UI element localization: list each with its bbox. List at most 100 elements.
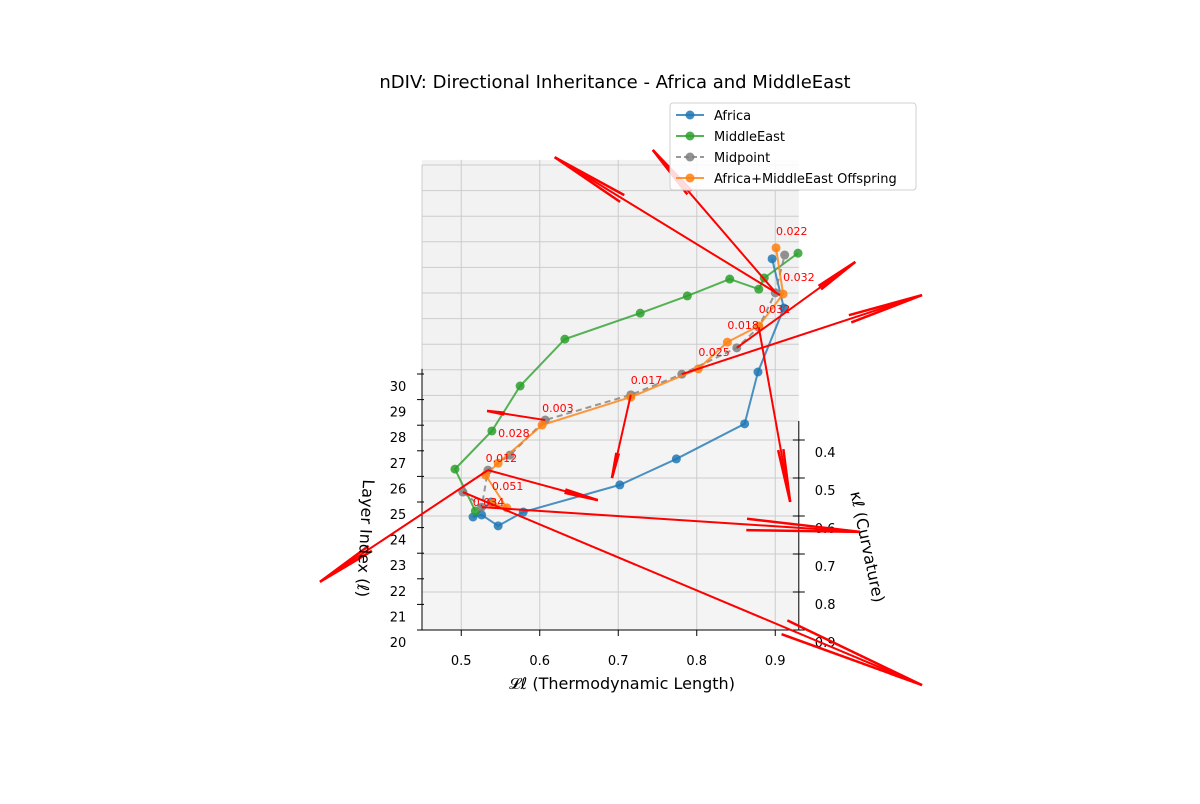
divergence-label: 0.022 xyxy=(776,225,808,238)
legend-label: Midpoint xyxy=(714,151,770,166)
legend-item: Africa+MiddleEast Offspring xyxy=(676,172,897,187)
arrow-head xyxy=(554,156,625,197)
arrow-head xyxy=(319,544,370,583)
arrow-head xyxy=(553,156,621,203)
z-axis-label: Layer Index (ℓ) xyxy=(353,479,378,598)
arrow xyxy=(462,491,923,687)
data-point xyxy=(754,284,764,294)
data-point xyxy=(682,291,692,301)
divergence-label: 0.032 xyxy=(759,303,791,316)
legend-label: Africa+MiddleEast Offspring xyxy=(714,172,897,187)
y-tick-label: 0.5 xyxy=(815,484,836,499)
x-tick-label: 0.5 xyxy=(451,654,472,669)
chart-title: nDIV: Directional Inheritance - Africa a… xyxy=(379,72,850,93)
data-point xyxy=(487,426,497,436)
arrow-head xyxy=(820,260,857,291)
divergence-label: 0.018 xyxy=(727,319,759,332)
z-tick-label: 20 xyxy=(390,636,407,651)
divergence-label: 0.034 xyxy=(473,496,505,509)
z-tick-label: 28 xyxy=(390,431,407,446)
data-point xyxy=(725,274,735,284)
data-point xyxy=(635,308,645,318)
data-point xyxy=(722,337,732,347)
arrow xyxy=(681,293,923,376)
data-point xyxy=(615,480,625,490)
arrow-shaft xyxy=(681,294,923,376)
arrow-head xyxy=(781,632,923,687)
data-point xyxy=(740,419,750,429)
legend-marker xyxy=(685,152,695,162)
z-tick-label: 27 xyxy=(390,457,407,472)
arrow-head xyxy=(776,449,792,503)
divergence-label: 0.051 xyxy=(492,480,524,493)
x-tick-label: 0.8 xyxy=(686,654,707,669)
series-africa xyxy=(468,254,789,531)
legend-item: Africa xyxy=(676,109,751,124)
arrow xyxy=(757,326,792,503)
data-point xyxy=(779,303,789,313)
arrow xyxy=(319,469,489,583)
arrow-head xyxy=(564,491,599,502)
z-tick-label: 23 xyxy=(390,559,407,574)
divergence-label: 0.003 xyxy=(542,402,574,415)
z-tick-label: 25 xyxy=(390,508,407,523)
data-series xyxy=(450,243,803,531)
x-tick-label: 0.7 xyxy=(608,654,629,669)
y-axis-label: κℓ (Curvature) xyxy=(846,489,888,604)
z-tick-label: 24 xyxy=(390,534,407,549)
arrow-shaft xyxy=(757,326,792,503)
legend-item: MiddleEast xyxy=(676,130,785,145)
arrow-head xyxy=(850,293,923,324)
arrow-head xyxy=(610,452,618,479)
axes-panes xyxy=(422,159,799,630)
x-tick-label: 0.9 xyxy=(765,654,786,669)
divergence-label: 0.032 xyxy=(783,271,815,284)
data-point xyxy=(493,521,503,531)
data-point xyxy=(771,243,781,253)
legend: Africa MiddleEast Midpoint Africa+MiddleEas… xyxy=(669,102,917,191)
data-point xyxy=(778,289,788,299)
arrow-head xyxy=(746,528,861,534)
data-point xyxy=(515,381,525,391)
arrow-head xyxy=(848,293,923,317)
data-point xyxy=(780,250,790,260)
arrow-shaft xyxy=(319,469,489,583)
y-tick-label: 0.8 xyxy=(815,598,836,613)
legend-marker xyxy=(685,110,695,120)
z-tick-label: 22 xyxy=(390,585,407,600)
z-tick-label: 30 xyxy=(390,380,407,395)
arrow-head xyxy=(746,517,861,534)
data-point xyxy=(753,367,763,377)
y-tick-label: 0.4 xyxy=(815,446,836,461)
z-tick-label: 26 xyxy=(390,482,407,497)
series-middleeast xyxy=(450,248,803,516)
data-point xyxy=(793,248,803,258)
data-point xyxy=(493,458,503,468)
divergence-label: 0.028 xyxy=(498,427,530,440)
legend-label: Africa xyxy=(714,109,751,124)
z-tick-label: 21 xyxy=(390,610,407,625)
legend-marker xyxy=(685,131,695,141)
arrow xyxy=(553,156,781,296)
x-axis-label: 𝓛ℓ (Thermodynamic Length) xyxy=(509,674,735,693)
data-point xyxy=(537,420,547,430)
legend-marker xyxy=(685,173,695,183)
divergence-label: 0.017 xyxy=(631,374,663,387)
arrow-head xyxy=(487,409,505,415)
direction-arrows xyxy=(319,149,923,687)
arrow xyxy=(481,506,861,534)
arrow-shaft xyxy=(554,156,781,296)
arrow xyxy=(487,469,599,502)
arrow xyxy=(610,394,632,479)
back-pane xyxy=(422,159,799,421)
y-tick-label: 0.7 xyxy=(815,560,836,575)
data-point xyxy=(767,254,777,264)
floor-pane xyxy=(422,421,799,630)
arrow-shaft xyxy=(462,491,923,687)
data-point xyxy=(671,454,681,464)
z-tick-label: 29 xyxy=(390,406,407,421)
data-point xyxy=(754,321,764,331)
legend-label: MiddleEast xyxy=(714,130,785,145)
data-point xyxy=(560,334,570,344)
